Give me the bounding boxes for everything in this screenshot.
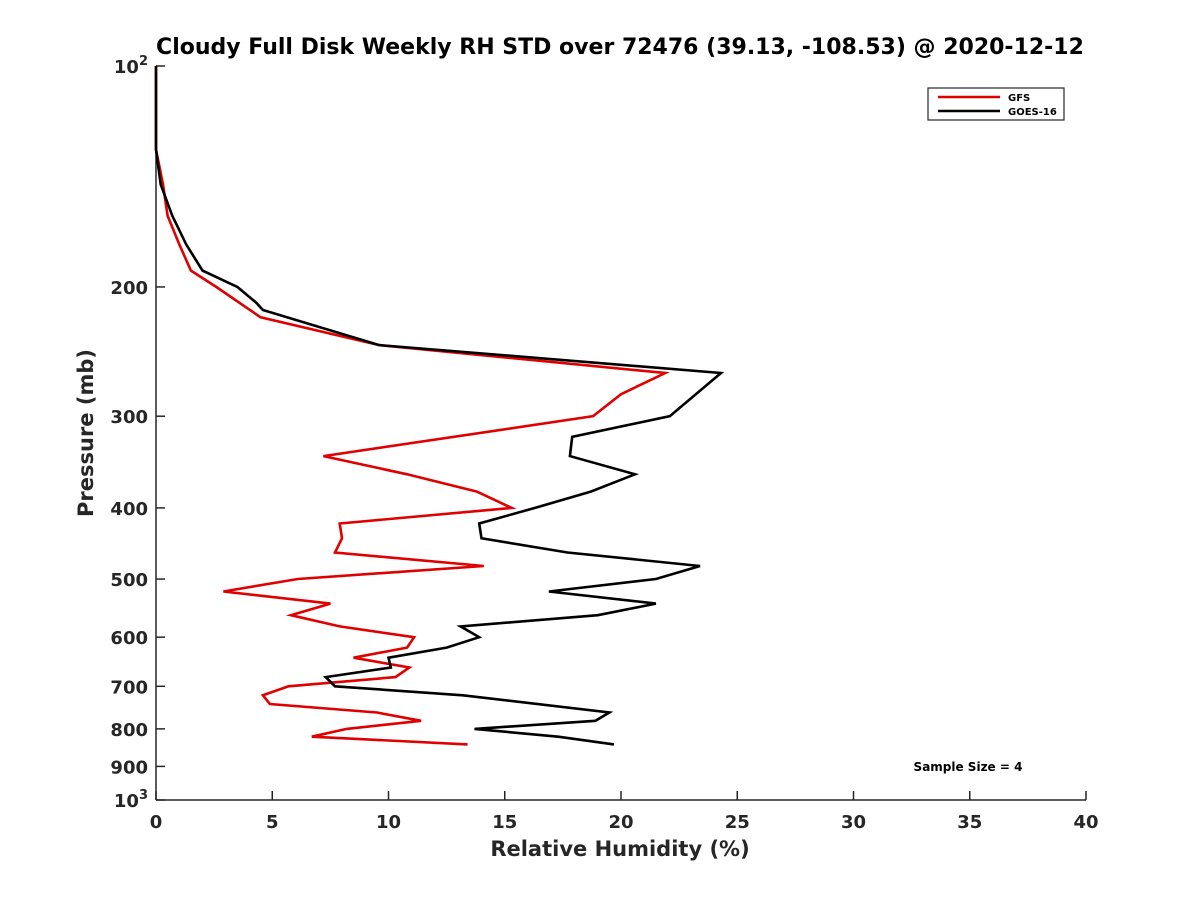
- chart-title: Cloudy Full Disk Weekly RH STD over 7247…: [156, 35, 1084, 60]
- legend: GFS GOES-16: [927, 87, 1065, 121]
- axes: [155, 66, 1086, 801]
- y-axis-label: Pressure (mb): [74, 349, 98, 517]
- x-ticks: 0 5 10 15 20 25 30 35 40: [150, 791, 1099, 833]
- x-tick-label: 35: [957, 812, 982, 833]
- y-tick-label: 700: [110, 677, 148, 698]
- series: [154, 66, 725, 746]
- x-tick-label: 40: [1073, 812, 1098, 833]
- legend-label-gfs: GFS: [1008, 93, 1030, 104]
- y-tick-label: 102: [114, 54, 148, 78]
- y-tick-label: 600: [110, 628, 148, 649]
- x-tick-label: 25: [725, 812, 750, 833]
- x-tick-label: 30: [841, 812, 866, 833]
- series-line-gfs: [154, 66, 670, 746]
- x-tick-label: 5: [266, 812, 279, 833]
- y-tick-label: 800: [110, 720, 148, 741]
- x-tick-label: 20: [608, 812, 633, 833]
- y-tick-label: 900: [110, 757, 148, 778]
- y-ticks: 102 200 300 400 500 600 700 800 900 103: [110, 54, 165, 812]
- series-line-goes16: [154, 66, 725, 746]
- y-tick-label: 300: [110, 407, 148, 428]
- y-tick-label: 103: [114, 788, 148, 812]
- y-tick-label: 500: [110, 570, 148, 591]
- x-tick-label: 15: [492, 812, 517, 833]
- y-tick-label: 200: [110, 278, 148, 299]
- legend-box: [927, 87, 1065, 121]
- y-tick-label: 400: [110, 499, 148, 520]
- x-tick-label: 0: [150, 812, 163, 833]
- x-tick-label: 10: [376, 812, 401, 833]
- legend-label-goes16: GOES-16: [1008, 107, 1057, 118]
- x-axis-label: Relative Humidity (%): [490, 837, 749, 861]
- sample-size-annotation: Sample Size = 4: [914, 760, 1023, 774]
